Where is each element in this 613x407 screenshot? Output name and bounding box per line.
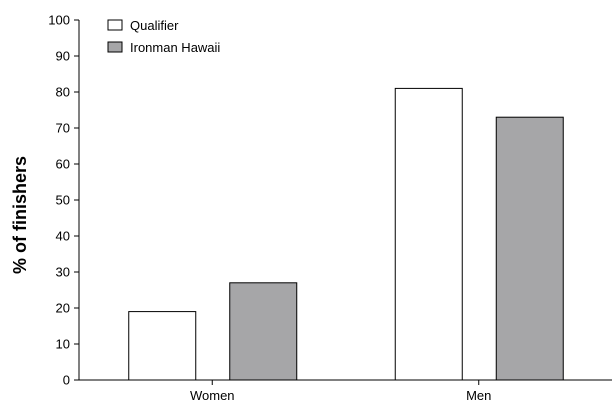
y-tick-label: 60 [56,157,70,172]
bar-women-qualifier [128,311,197,381]
bar-men-qualifier [394,87,463,381]
legend-label: Qualifier [130,18,179,33]
legend-label: Ironman Hawaii [130,40,220,55]
legend: Qualifier Ironman Hawaii [107,18,220,55]
y-tick-label: 50 [56,193,70,208]
bars [128,87,564,381]
y-tick-label: 80 [56,85,70,100]
legend-swatch [107,41,123,53]
y-tick-label: 100 [48,13,70,28]
bar-men-ironman-hawaii [495,116,564,381]
bar-women-ironman-hawaii [229,282,298,381]
y-axis-title: % of finishers [10,156,30,274]
legend-swatch [107,19,123,31]
y-tick-label: 20 [56,301,70,316]
y-tick-label: 70 [56,121,70,136]
y-tick-label: 40 [56,229,70,244]
x-tick-label: Men [466,388,491,403]
y-tick-label: 90 [56,49,70,64]
y-tick-label: 0 [63,373,70,388]
x-tick-label: Women [190,388,235,403]
x-axis-ticks: Women Men [190,380,491,403]
y-axis-ticks: 0 10 20 30 40 50 60 70 80 90 100 [48,13,79,388]
y-tick-label: 30 [56,265,70,280]
y-tick-label: 10 [56,337,70,352]
